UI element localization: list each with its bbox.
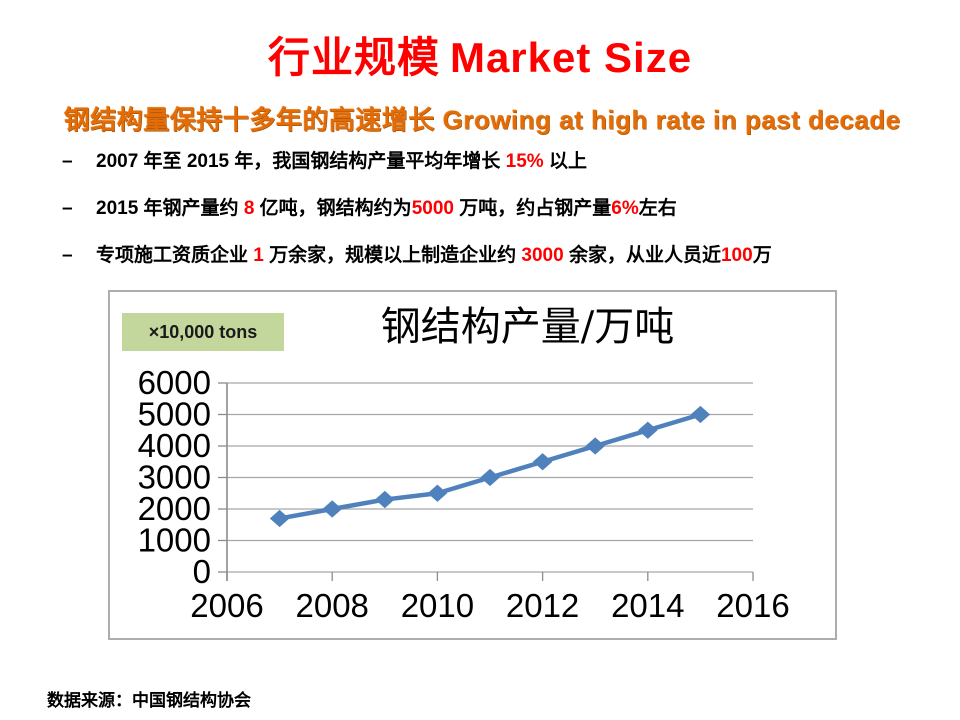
svg-text:2014: 2014 — [611, 587, 684, 624]
bullet-text-segment: 6% — [611, 198, 639, 219]
bullet-dash-icon: – — [62, 198, 73, 219]
svg-text:6000: 6000 — [138, 364, 211, 401]
production-line-chart: 0 1000 2000 3000 4000 5000 6000 2006 2008 2010 201… — [108, 290, 837, 640]
data-point-marker — [585, 437, 605, 455]
svg-text:5000: 5000 — [138, 396, 211, 433]
bullet-dash-icon: – — [62, 245, 73, 266]
bullet-text: 专项施工资质企业 1 万余家，规模以上制造企业约 3000 余家，从业人员近10… — [96, 245, 772, 266]
bullet-item: – 2015 年钢产量约 8 亿吨，钢结构约为5000 万吨，约占钢产量6%左右 — [62, 196, 922, 222]
svg-text:3000: 3000 — [138, 459, 211, 496]
svg-text:1000: 1000 — [138, 522, 211, 559]
bullet-text-segment: 专项施工资质企业 — [96, 245, 254, 266]
bullet-dash-icon: – — [62, 151, 73, 172]
data-point-marker — [532, 453, 553, 471]
bullet-text: 2007 年至 2015 年，我国钢结构产量平均年增长 15% 以上 — [96, 151, 587, 172]
bullet-text-segment: 万 — [752, 245, 772, 266]
section-subtitle: 钢结构量保持十多年的高速增长 Growing at high rate in p… — [64, 105, 901, 135]
unit-label-badge: ×10,000 tons — [122, 313, 284, 351]
svg-text:0: 0 — [193, 553, 211, 590]
data-point-marker — [269, 509, 290, 528]
data-point-marker — [322, 500, 342, 518]
bullet-text: 2015 年钢产量约 8 亿吨，钢结构约为5000 万吨，约占钢产量6%左右 — [96, 198, 677, 219]
bullet-text-segment: 2007 年至 2015 年，我国钢结构产量平均年增长 — [96, 151, 506, 172]
bullet-text-segment: 3000 — [521, 245, 564, 266]
page-title-chinese: 行业规模 — [267, 33, 440, 82]
bullet-item: – 专项施工资质企业 1 万余家，规模以上制造企业约 3000 余家，从业人员近… — [62, 243, 922, 269]
bullet-text-segment: 1 — [253, 245, 264, 266]
svg-text:2012: 2012 — [506, 587, 579, 624]
bullet-item: – 2007 年至 2015 年，我国钢结构产量平均年增长 15% 以上 — [62, 149, 922, 175]
bullet-text-segment: 左右 — [638, 198, 677, 219]
bullet-text-segment: 以上 — [543, 151, 587, 172]
svg-text:2016: 2016 — [716, 587, 789, 624]
data-point-marker — [638, 421, 658, 439]
bullet-text-segment: 5000 — [411, 198, 454, 219]
bullet-text-segment: 8 — [243, 198, 255, 219]
svg-text:4000: 4000 — [138, 427, 211, 464]
data-point-marker — [690, 405, 711, 424]
svg-text:2008: 2008 — [295, 587, 368, 624]
bullet-text-segment: 亿吨，钢结构约为 — [254, 198, 412, 219]
page-title: 行业规模 Market Size — [0, 24, 960, 85]
bullet-text-segment: 万吨，约占钢产量 — [453, 198, 612, 219]
data-point-marker — [427, 484, 448, 502]
bullet-text-segment: 100 — [720, 245, 753, 266]
data-point-marker — [480, 468, 500, 487]
bullet-list: – 2007 年至 2015 年，我国钢结构产量平均年增长 15% 以上 – 2… — [62, 149, 922, 290]
bullet-text-segment: 万余家，规模以上制造企业约 — [263, 245, 522, 266]
bullet-text-segment: 15% — [505, 151, 544, 172]
svg-text:2000: 2000 — [138, 490, 211, 527]
data-source-note: 数据来源：中国钢结构协会 — [47, 691, 251, 710]
bullet-text-segment: 2015 年钢产量约 — [96, 198, 244, 219]
chart-title: 钢结构产量/万吨 — [380, 304, 675, 350]
bullet-text-segment: 余家，从业人员近 — [563, 245, 721, 266]
page-title-english: Market Size — [449, 34, 693, 81]
data-point-marker — [375, 490, 395, 509]
svg-text:2010: 2010 — [401, 587, 474, 624]
svg-text:2006: 2006 — [190, 587, 263, 624]
